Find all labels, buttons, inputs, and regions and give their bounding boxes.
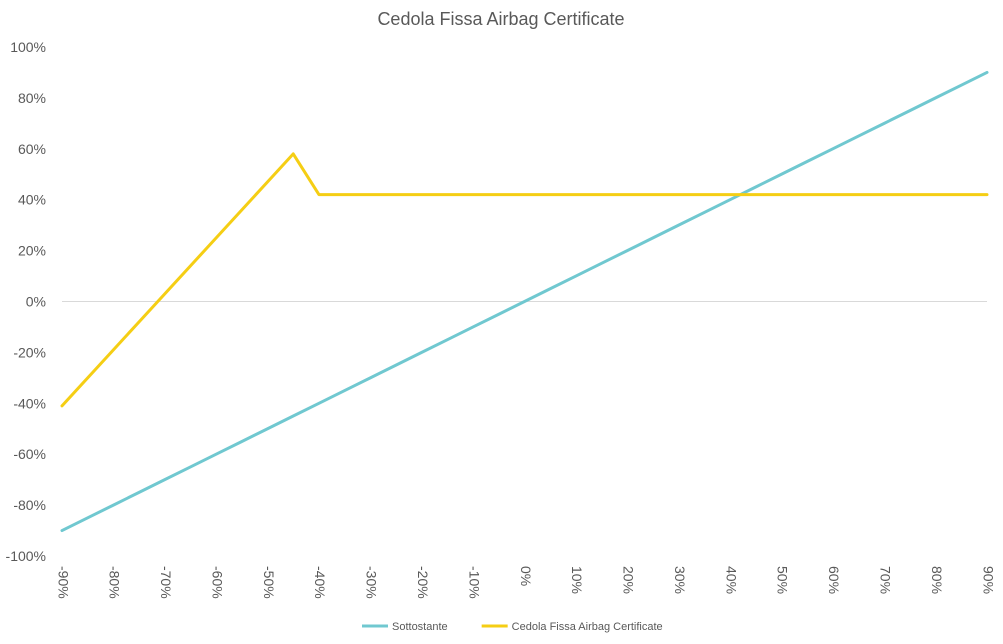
series-line-0	[60, 70, 989, 533]
y-tick-label: -60%	[13, 446, 46, 462]
y-tick-label: -20%	[13, 344, 46, 360]
x-tick-label: 20%	[621, 566, 637, 594]
x-tick-label: 10%	[569, 566, 585, 594]
x-tick-label: 70%	[878, 566, 894, 594]
y-axis: 100% 80% 60% 40% 20% 0% -20% -40% -60% -80% -100%	[6, 39, 46, 564]
x-tick-label: -30%	[364, 566, 380, 599]
y-tick-label: -40%	[13, 395, 46, 411]
series-line-1	[60, 152, 989, 408]
x-tick-label: 90%	[980, 566, 996, 594]
y-tick-label: 60%	[18, 141, 46, 157]
x-tick-label: 50%	[775, 566, 791, 594]
series-layer	[60, 70, 989, 533]
x-tick-label: -10%	[466, 566, 482, 599]
x-tick-label: -20%	[415, 566, 431, 599]
y-tick-label: 100%	[10, 39, 46, 55]
x-tick-label: 60%	[826, 566, 842, 594]
x-tick-label: 80%	[929, 566, 945, 594]
legend: Sottostante Cedola Fissa Airbag Certifica…	[362, 621, 663, 633]
y-tick-label: -80%	[13, 497, 46, 513]
x-tick-label: -80%	[107, 566, 123, 599]
x-tick-label: 0%	[518, 566, 534, 586]
y-tick-label: 80%	[18, 90, 46, 106]
x-tick-label: 40%	[723, 566, 739, 594]
y-tick-label: -100%	[6, 548, 46, 564]
x-tick-label: -70%	[158, 566, 174, 599]
x-tick-label: 30%	[672, 566, 688, 594]
x-tick-label: -50%	[261, 566, 277, 599]
x-axis: -90% -80% -70% -60% -50% -40% -30% -20% -10% 0% 10…	[55, 566, 996, 599]
y-tick-label: 20%	[18, 243, 46, 259]
legend-label-1: Cedola Fissa Airbag Certificate	[512, 621, 663, 633]
x-tick-label: -60%	[209, 566, 225, 599]
y-tick-label: 40%	[18, 192, 46, 208]
x-tick-label: -40%	[312, 566, 328, 599]
x-tick-label: -90%	[55, 566, 71, 599]
chart-title: Cedola Fissa Airbag Certificate	[377, 9, 624, 29]
y-tick-label: 0%	[26, 294, 46, 310]
legend-label-0: Sottostante	[392, 621, 448, 633]
